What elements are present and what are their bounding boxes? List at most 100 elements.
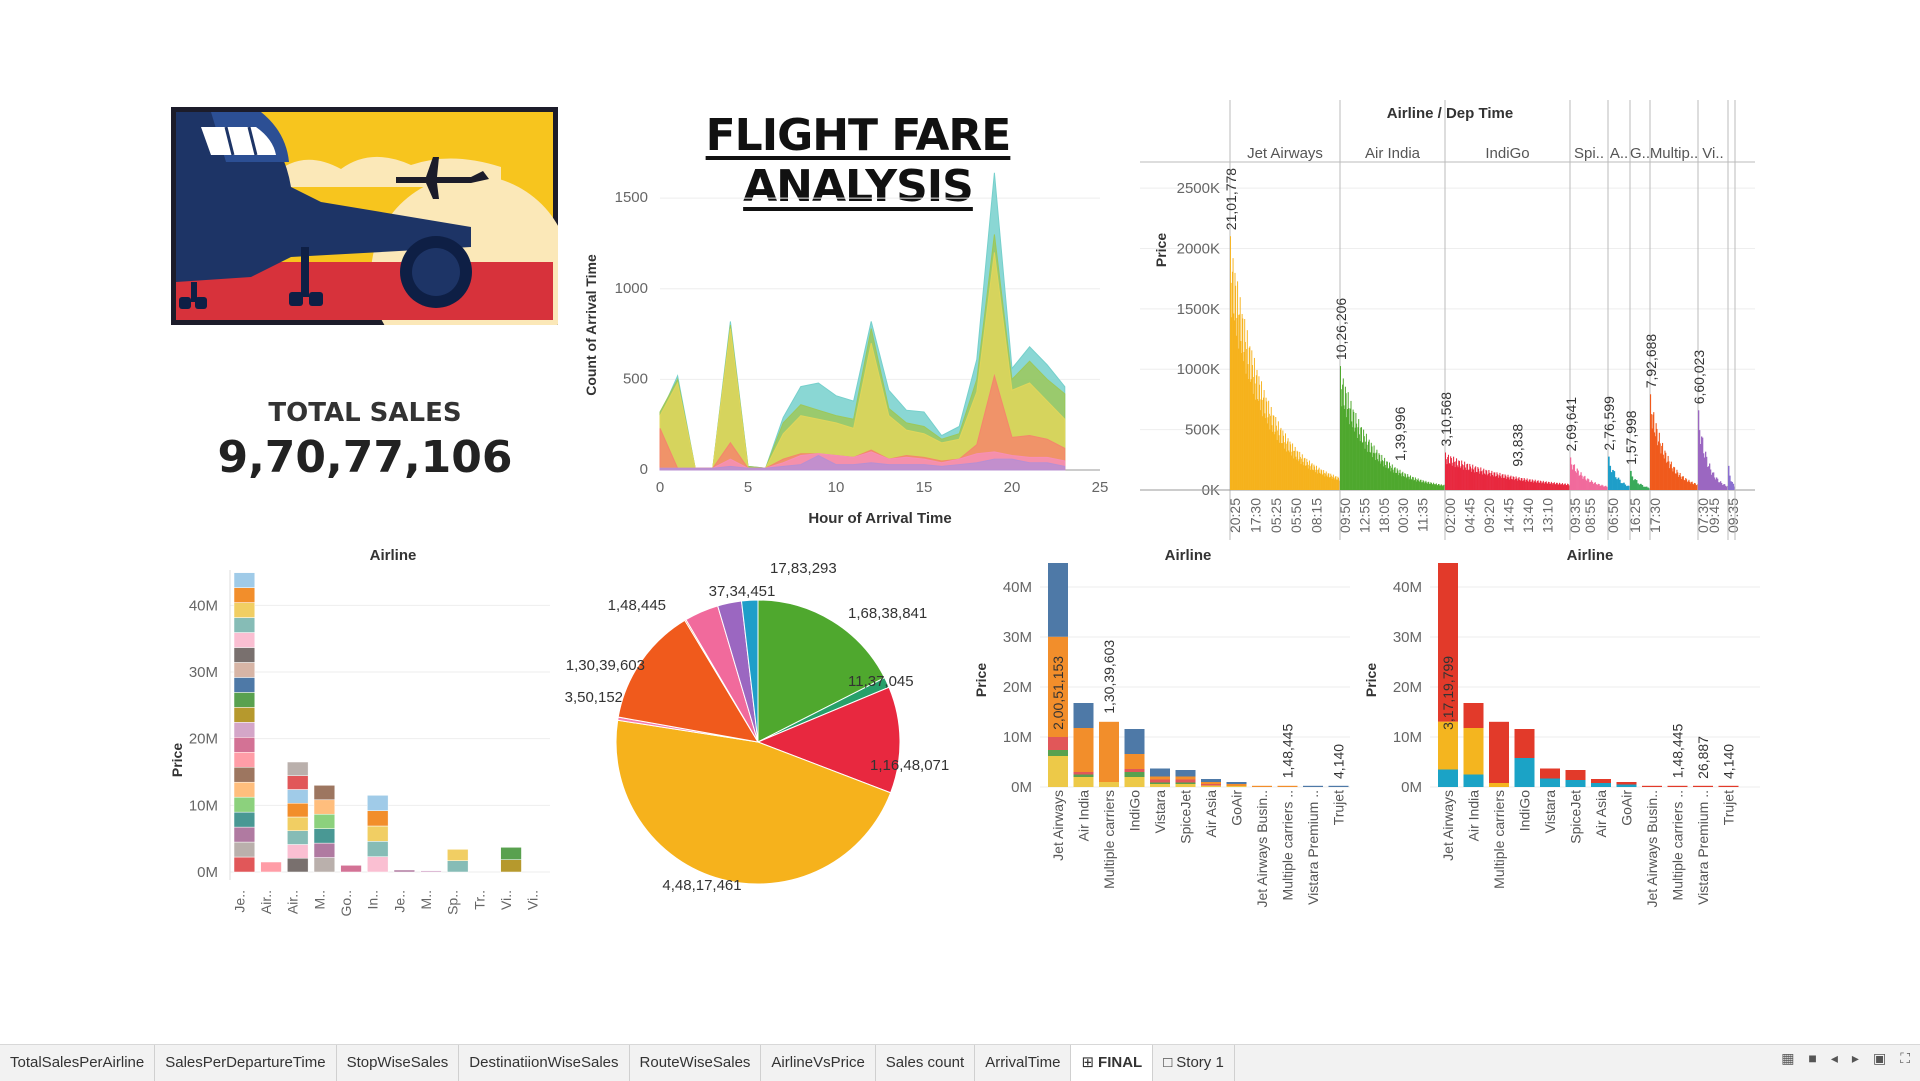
bar-segment [1150,779,1170,783]
bar-indigo [1520,478,1522,490]
bar-multiple-carriers [1663,458,1665,490]
sheet-tab[interactable]: ⊞ FINAL [1071,1045,1154,1081]
bar-air-india [1360,427,1362,490]
bar-segment [233,826,256,843]
y-tick-label: 500K [1185,422,1220,439]
bar-jet-airways [1297,451,1299,490]
y-tick-label: 500 [623,370,648,387]
x-tick-label: SpiceJet [1178,790,1194,844]
bar-air-india [1415,479,1417,490]
bar-indigo [1522,481,1524,490]
y-tick-label: 20M [1003,679,1032,696]
bar-indigo [1491,470,1493,490]
bar-jet-airways [1274,431,1276,490]
y-tick-label: 1000K [1177,361,1220,378]
dep-time-tick: 02:00 [1442,498,1458,533]
bar-indigo [1543,482,1545,490]
bar-air-india [1391,464,1393,490]
single-view-icon[interactable]: ■ [1808,1050,1817,1066]
bar-jet-airways [1270,407,1272,490]
bar-air-india [1436,484,1438,490]
arrival-time-area-chart[interactable]: 0 500 1000 1500 0 5 10 15 20 25 Hour of Arrival Ti… [580,170,1140,540]
sheet-tab[interactable]: ArrivalTime [975,1045,1072,1081]
bar-air-india [1372,452,1374,490]
airline-stacked-bar-chart-2[interactable]: Airline 0M 10M 20M 30M 40M Price 2,00,51,153 Jet… [960,540,1350,940]
bar-air-india [1399,469,1401,490]
bar-jet-airways [1250,381,1252,490]
bar-jet-airways [1309,466,1311,490]
bar-spicejet [1577,470,1579,490]
bar-jet-airways [1287,438,1289,490]
bar-multiple-carriers [1689,481,1691,490]
sheet-tab[interactable]: SalesPerDepartureTime [155,1045,337,1081]
sheet-tab-label: TotalSalesPerAirline [10,1054,145,1071]
bar-indigo [1482,470,1484,490]
bar-multiple-carriers [1652,414,1654,490]
bar-jet-airways [1327,477,1329,490]
bar-indigo [1511,479,1513,490]
sheet-tab[interactable]: RouteWiseSales [630,1045,762,1081]
bar-jet-airways [1282,430,1284,490]
sheet-tab-label: StopWiseSales [346,1054,449,1071]
bar-air-india [1347,392,1349,490]
bar-jet-airways [1336,479,1338,490]
x-tick-label: Jet Airways Busin.. [1254,790,1270,908]
fullscreen-icon[interactable]: ⛶ [1900,1050,1910,1066]
next-icon[interactable]: ▸ [1851,1050,1859,1066]
airline-sales-pie-chart[interactable]: 1,68,38,841 11,37,045 1,16,48,071 4,48,17,4… [560,550,980,910]
bar-air-india [1365,433,1367,490]
bar-air-india [1385,467,1387,490]
prev-icon[interactable]: ◂ [1830,1050,1838,1066]
bar-indigo [1544,483,1546,490]
sheet-tab[interactable]: Sales count [876,1045,976,1081]
bar-air-india [1348,408,1350,490]
dep-time-tick: 09:35 [1725,498,1741,533]
sheet-tab[interactable]: AirlineVsPrice [761,1045,876,1081]
bar-air-india [1410,475,1411,490]
fit-icon[interactable]: ▣ [1872,1050,1887,1066]
bar-indigo [1533,481,1536,490]
bar-air-india [1378,453,1380,490]
bar-multiple-carriers [1676,469,1678,490]
bar-air-india [1405,474,1407,490]
airline-stacked-bar-chart-1[interactable]: Airline 0M 10M 20M 30M 40M Price Je.. Air.. Air..… [160,540,560,940]
bar-segment [1514,729,1535,758]
bar-segment [1073,774,1094,777]
bar-jet-airways [1285,433,1286,490]
panel-header: Spi.. [1574,145,1604,162]
grid-view-icon[interactable]: ▦ [1781,1050,1795,1066]
bar-indigo [1483,468,1485,490]
dep-time-bar-chart[interactable]: Airline / Dep Time0K500K1000K1500K2000K2… [1140,100,1760,540]
bar-indigo [1494,472,1496,490]
bar-jet-airways [1252,393,1254,490]
bar-jet-airways [1310,469,1312,490]
bar-indigo [1508,477,1510,490]
bar-spicejet [1593,482,1595,490]
bar-air-india [1347,409,1348,490]
sheet-tab[interactable]: □ Story 1 [1153,1045,1235,1081]
bar-air-india [1388,467,1390,490]
y-tick-label: 10M [1003,729,1032,746]
bar-indigo [1502,474,1504,490]
sheet-tab-label: AirlineVsPrice [771,1054,865,1071]
bar-indigo [1486,475,1488,490]
bar-indigo [1461,460,1463,490]
bar-vistara-premium [1704,457,1706,490]
sheet-tab[interactable]: DestinatiionWiseSales [459,1045,630,1081]
bar-segment [287,816,309,831]
bar-vistara [1623,482,1625,490]
bar-vistara-premium [1716,477,1718,490]
bar-indigo [1495,475,1497,490]
bar-segment [447,860,469,873]
bar-air-india [1431,482,1432,490]
bar-vistara-premium [1722,484,1724,490]
sheet-tab[interactable]: StopWiseSales [337,1045,460,1081]
bar-segment [1175,779,1196,783]
bar-jet-airways [1241,313,1243,490]
bar-air-india [1371,446,1373,490]
airline-stacked-bar-chart-3[interactable]: Airline 0M 10M 20M 30M 40M Price 3,17,19,799 Jet… [1350,540,1770,940]
bar-jet-airways [1330,475,1332,490]
sheet-tab[interactable]: TotalSalesPerAirline [0,1045,156,1081]
bar-segment [1048,636,1068,737]
dep-time-tick: 08:55 [1582,498,1598,533]
